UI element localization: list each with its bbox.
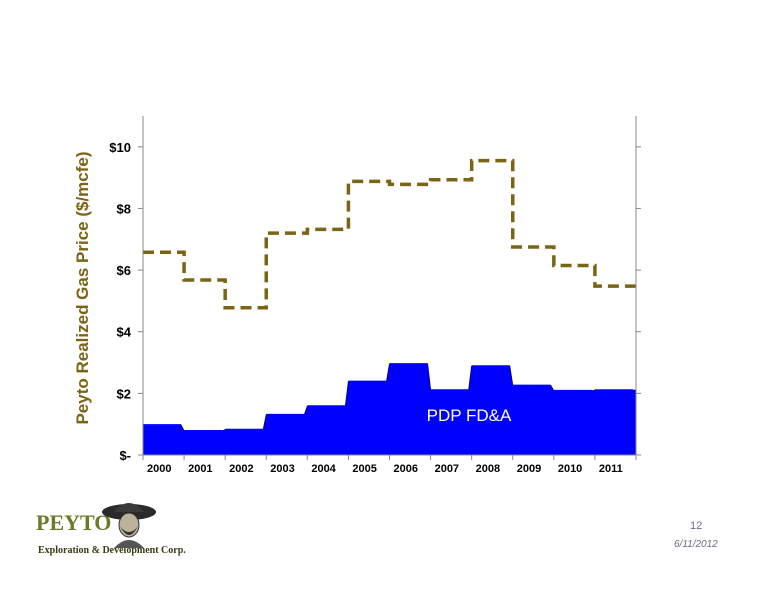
y-tick-label: $8 — [117, 201, 131, 216]
x-tick-label: 2009 — [517, 463, 541, 475]
y-tick-label: $6 — [117, 263, 131, 278]
x-tick-label: 2001 — [188, 463, 212, 475]
tick-labels: $- $2 $4 $6 $8 $10 2000 2001 2002 2003 2004 2005 200… — [109, 140, 622, 475]
x-tick-label: 2006 — [394, 463, 418, 475]
x-tick-label: 2007 — [435, 463, 459, 475]
y-tick-label: $2 — [117, 386, 131, 401]
gas-price-line-layer — [143, 158, 636, 310]
peyto-logo-text: PEYTO — [36, 510, 112, 535]
y-tick-label: $10 — [109, 140, 131, 155]
peyto-logo-subtitle: Exploration & Development Corp. — [38, 545, 186, 556]
y-tick-label: $4 — [117, 325, 132, 340]
peyto-portrait-logo — [102, 503, 156, 548]
slide-date: 6/11/2012 — [674, 539, 718, 550]
x-tick-label: 2000 — [147, 463, 171, 475]
pdp-fda-area-layer — [142, 363, 637, 456]
page-number: 12 — [690, 520, 703, 532]
series-label-pdp-fda: PDP FD&A — [427, 406, 512, 425]
x-tick-label: 2003 — [270, 463, 294, 475]
x-tick-label: 2004 — [311, 463, 336, 475]
y-tick-label: $- — [119, 448, 131, 463]
gas-price-line — [143, 158, 636, 310]
x-tick-label: 2008 — [476, 463, 500, 475]
pdp-fda-area — [142, 363, 637, 456]
x-tick-label: 2005 — [352, 463, 376, 475]
x-tick-label: 2010 — [558, 463, 582, 475]
axes — [138, 116, 641, 460]
x-tick-label: 2011 — [599, 463, 623, 475]
y-axis-label: Peyto Realized Gas Price ($/mcfe) — [73, 151, 92, 424]
x-tick-label: 2002 — [229, 463, 253, 475]
